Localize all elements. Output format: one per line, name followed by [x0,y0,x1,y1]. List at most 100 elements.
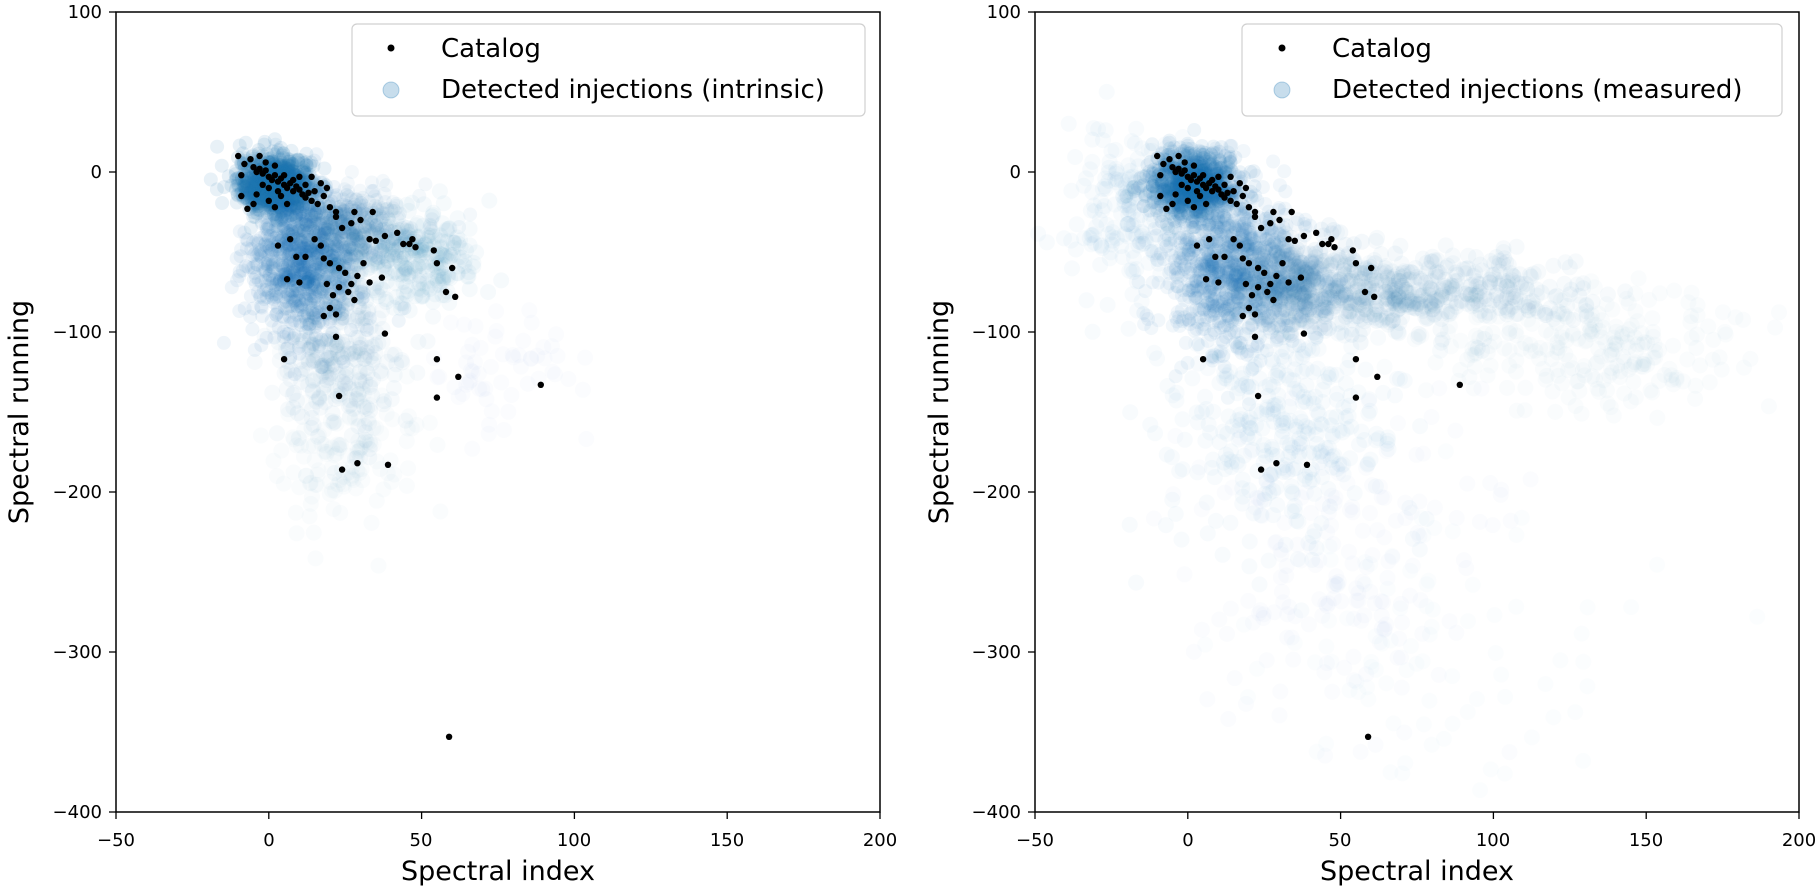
injection-point [286,294,300,309]
injection-point [295,258,310,272]
injection-point [290,258,305,272]
injection-point [249,174,263,189]
injection-point [299,158,314,173]
injection-point [293,205,308,220]
injection-point [287,198,302,213]
injection-point [359,348,375,364]
injection-point [269,207,283,222]
injection-point [301,331,316,346]
injection-point [397,301,412,316]
injection-point [318,225,333,240]
injection-point [299,217,314,232]
injection-point [285,164,300,178]
injection-point [267,253,282,268]
injection-point [325,367,341,383]
injection-point [285,259,300,274]
injection-point [265,272,280,287]
catalog-point [241,160,248,168]
injection-point [329,188,344,203]
injection-point [264,281,280,297]
injection-point [268,255,283,270]
injection-point [321,238,336,253]
injection-point [464,441,480,457]
injection-point [1250,193,1265,208]
injection-point [275,209,290,223]
injection-point [286,164,301,178]
injection-point [284,164,299,178]
catalog-point [369,208,376,216]
injection-point [306,221,321,236]
injection-point [316,211,331,226]
injection-point [253,428,269,444]
left-panel: −50 0 50 100 150 200 100 0 −100 −200 −30… [4,2,897,887]
injection-point [473,340,489,356]
injection-point [214,158,229,173]
injection-point [290,152,305,167]
catalog-point [354,460,361,467]
injection-point [285,156,300,171]
injection-point [273,258,287,273]
y-tick-label: 0 [91,162,102,183]
injection-point [391,313,406,328]
injection-point [305,306,320,321]
injection-point [253,197,268,212]
y-tick-label: 100 [68,2,102,23]
injection-point [304,243,319,258]
injection-point [275,161,289,176]
catalog-point [317,180,324,187]
injection-point [246,248,261,263]
injection-point [290,307,304,322]
injection-point [224,178,239,193]
injection-point [299,238,314,253]
injection-point [326,220,341,235]
injection-point [280,205,294,220]
injection-point [259,219,274,233]
catalog-point [345,288,352,296]
injection-point [443,315,459,331]
catalog-point [283,276,291,283]
injection-point [315,315,330,330]
injection-point [261,198,276,213]
injection-point [238,179,253,194]
injection-point [284,299,299,314]
injection-point [294,235,309,250]
injection-point [430,369,446,385]
injection-point [262,187,277,202]
right-panel: −50 0 50 100 150 200 100 0 −100 −200 −30… [924,2,1816,887]
y-tick-label: −400 [53,802,102,823]
injection-point [285,284,300,299]
injection-point [271,143,286,158]
injection-cloud-left [203,132,593,491]
injection-point [276,205,291,220]
legend-left: Catalog Detected injections (intrinsic) [351,23,866,117]
injection-point [300,275,314,290]
injection-point [304,281,319,296]
catalog-point [308,173,315,180]
injection-point [268,137,283,152]
injection-point [303,214,318,228]
injection-point [358,318,374,334]
injection-point [302,475,318,491]
injection-point [577,350,593,366]
injection-point [231,178,246,193]
injection-point [272,199,286,214]
x-tick-label: −50 [97,830,135,851]
injection-point [286,269,301,284]
injection-point [242,173,256,188]
injection-point [285,157,300,172]
injection-point [305,269,320,284]
injection-point [513,359,529,375]
injection-point [560,371,576,387]
injection-point [423,223,440,240]
injection-point [322,269,337,284]
catalog-point [271,204,279,211]
injection-point [281,223,296,238]
injection-point [240,188,255,203]
y-tick-label: −200 [53,482,102,503]
injection-point [300,232,315,247]
injection-point [294,153,309,168]
injection-point [471,366,487,382]
injection-point [329,239,344,254]
injection-point [247,172,262,187]
injection-point [268,219,283,233]
